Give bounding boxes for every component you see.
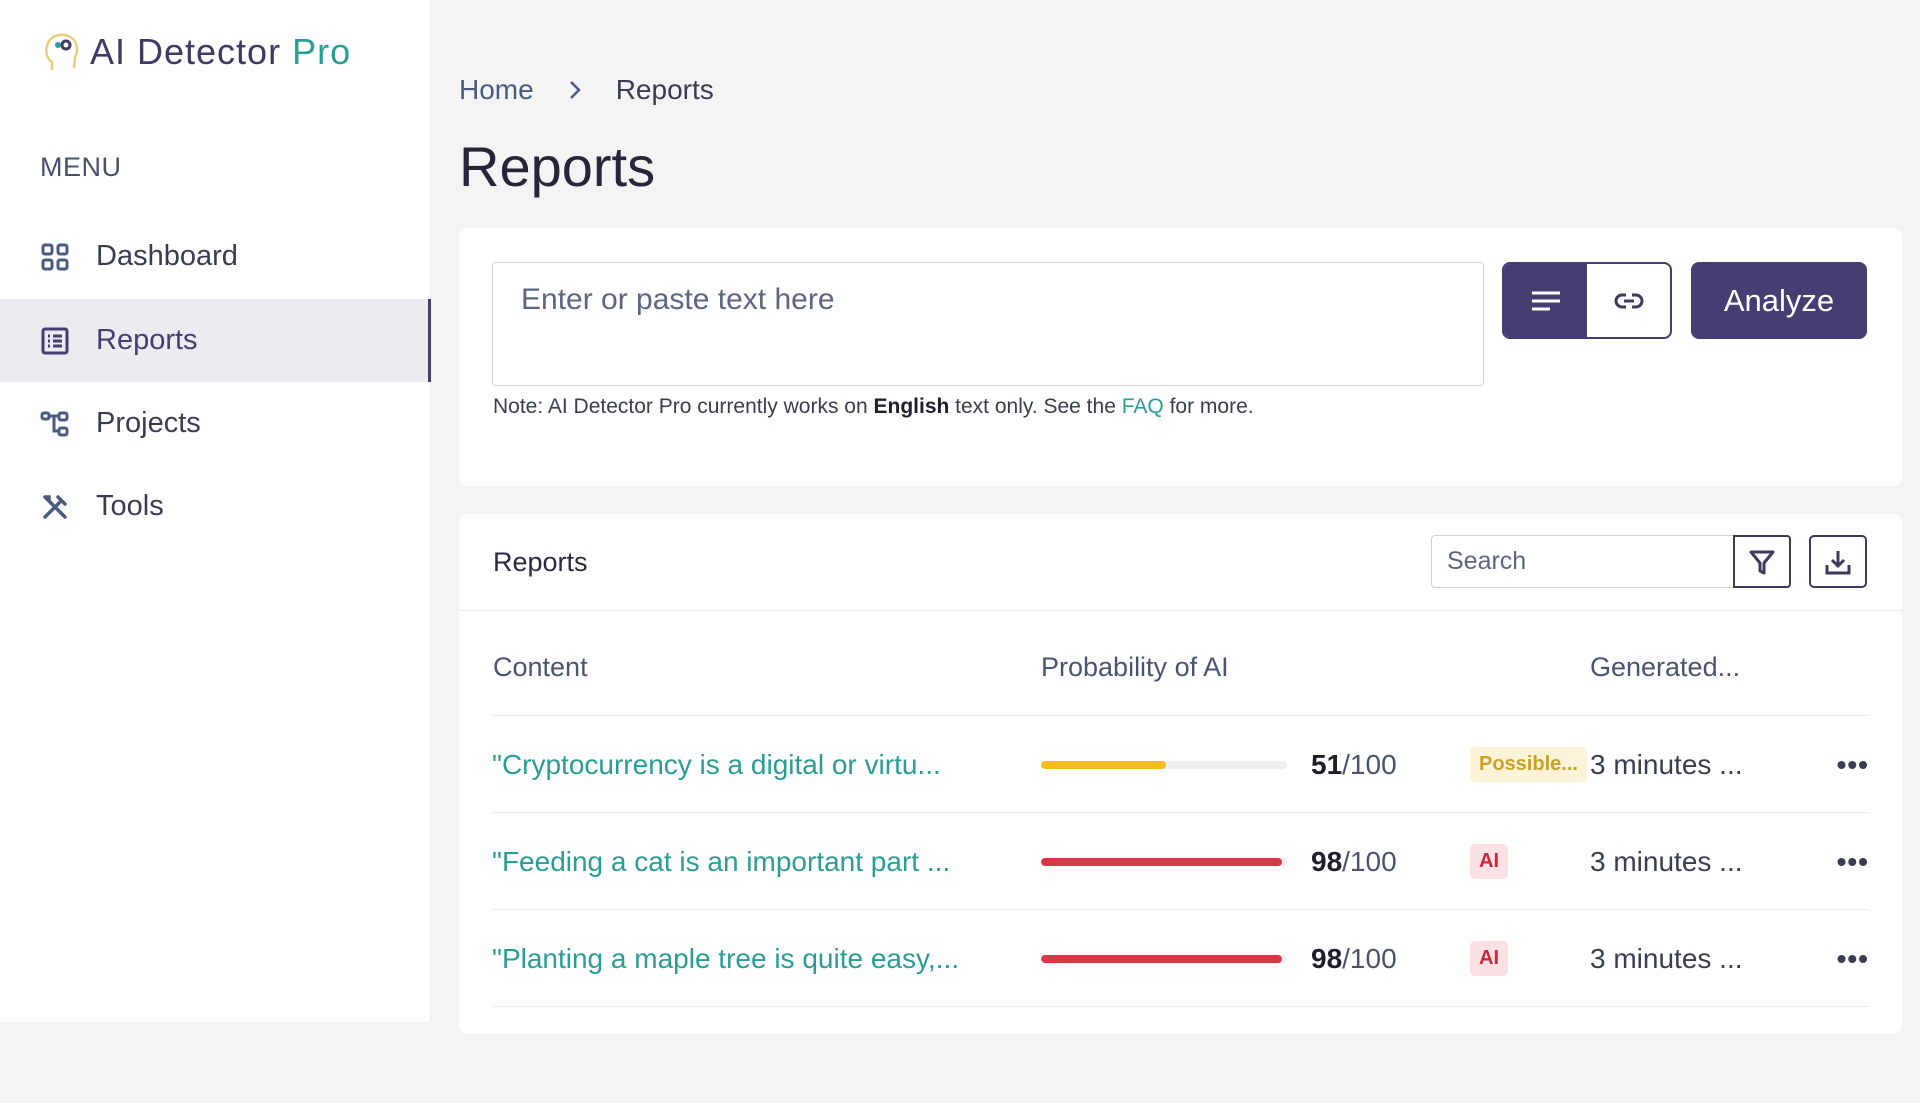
tools-icon [43, 494, 67, 519]
more-options-icon[interactable]: ••• [1836, 942, 1869, 974]
page-title: Reports [459, 135, 656, 198]
text-input[interactable] [492, 262, 1484, 386]
table-row[interactable]: "Feeding a cat is an important part ... … [492, 812, 1869, 909]
probability-bar [1041, 910, 1287, 1007]
column-header-probability[interactable]: Probability of AI [1041, 652, 1229, 682]
report-content-link[interactable]: "Cryptocurrency is a digital or virtu... [492, 748, 941, 780]
table-row[interactable]: "Cryptocurrency is a digital or virtu...… [492, 715, 1869, 812]
breadcrumb-current: Reports [615, 74, 714, 105]
analyze-button[interactable]: Analyze [1691, 262, 1867, 339]
probability-bar-fill [1041, 760, 1167, 769]
score-value: 51 [1311, 748, 1343, 780]
divider [459, 610, 1902, 611]
generated-time: 3 minutes ... [1590, 845, 1743, 877]
sidebar-item-label: Reports [96, 324, 198, 356]
sidebar-item-reports[interactable]: Reports [0, 299, 431, 382]
faq-link[interactable]: FAQ [1121, 395, 1164, 418]
grid-icon [41, 243, 69, 270]
badge-label: AI [1470, 844, 1508, 879]
score-value: 98 [1311, 845, 1343, 877]
download-icon [1825, 550, 1851, 574]
filter-button[interactable] [1733, 535, 1791, 588]
menu-label: MENU [40, 152, 122, 182]
status-badge: AI [1470, 813, 1508, 910]
probability-score: 51/100 [1311, 716, 1397, 813]
probability-bar-fill [1041, 857, 1283, 866]
search-input[interactable] [1431, 535, 1733, 588]
text-lines-icon [1531, 291, 1560, 310]
report-content-link[interactable]: "Planting a maple tree is quite easy,... [492, 942, 960, 974]
probability-bar [1041, 716, 1287, 813]
filter-icon [1749, 550, 1775, 574]
score-value: 98 [1311, 942, 1343, 974]
tree-icon [40, 411, 69, 436]
sidebar-item-label: Projects [96, 407, 201, 439]
head-logo-icon [45, 33, 79, 70]
score-max: /100 [1342, 748, 1397, 780]
more-options-icon[interactable]: ••• [1836, 845, 1869, 877]
status-badge: Possible... [1470, 716, 1587, 813]
column-header-generated[interactable]: Generated... [1590, 652, 1741, 682]
note-text: Note: AI Detector Pro currently works on [493, 395, 874, 418]
breadcrumb-home[interactable]: Home [459, 74, 534, 105]
probability-score: 98/100 [1311, 813, 1397, 910]
sidebar-item-dashboard[interactable]: Dashboard [0, 215, 431, 298]
badge-label: AI [1470, 941, 1508, 976]
sidebar-item-projects[interactable]: Projects [0, 382, 431, 465]
probability-score: 98/100 [1311, 910, 1397, 1007]
note-text: text only. See the [949, 395, 1122, 418]
download-button[interactable] [1809, 535, 1867, 588]
sidebar-item-label: Tools [96, 490, 164, 522]
chevron-right-icon [569, 81, 581, 99]
input-mode-toggle [1502, 262, 1672, 339]
breadcrumb: Home Reports [459, 74, 714, 106]
more-options-icon[interactable]: ••• [1836, 748, 1869, 780]
generated-time: 3 minutes ... [1590, 748, 1743, 780]
sidebar: AI Detector Pro MENU Dashboard Reports P… [0, 0, 431, 1022]
sidebar-item-tools[interactable]: Tools [0, 465, 431, 548]
brand-suffix: Pro [292, 31, 352, 72]
column-header-content[interactable]: Content [493, 652, 588, 682]
link-icon [1614, 293, 1643, 308]
sidebar-item-label: Dashboard [96, 240, 238, 272]
table-row[interactable]: "Planting a maple tree is quite easy,...… [492, 909, 1869, 1006]
brand-name: AI Detector [90, 31, 282, 72]
note-bold: English [873, 395, 950, 418]
score-max: /100 [1342, 942, 1397, 974]
row-divider [492, 1006, 1869, 1103]
probability-bar [1041, 813, 1287, 910]
score-max: /100 [1342, 845, 1397, 877]
badge-label: Possible... [1470, 747, 1587, 782]
report-content-link[interactable]: "Feeding a cat is an important part ... [492, 845, 951, 877]
link-mode-button[interactable] [1587, 264, 1670, 337]
text-mode-button[interactable] [1504, 264, 1587, 337]
note-text: for more. [1163, 395, 1254, 418]
language-note: Note: AI Detector Pro currently works on… [493, 395, 1254, 419]
analyzer-card: Analyze Note: AI Detector Pro currently … [459, 228, 1902, 486]
logo[interactable]: AI Detector Pro [42, 30, 351, 74]
reports-card: Reports Content Probability of AI Genera… [459, 514, 1902, 1034]
status-badge: AI [1470, 910, 1508, 1007]
probability-bar-fill [1041, 954, 1283, 963]
generated-time: 3 minutes ... [1590, 942, 1743, 974]
list-icon [41, 327, 69, 354]
reports-title: Reports [493, 547, 588, 577]
